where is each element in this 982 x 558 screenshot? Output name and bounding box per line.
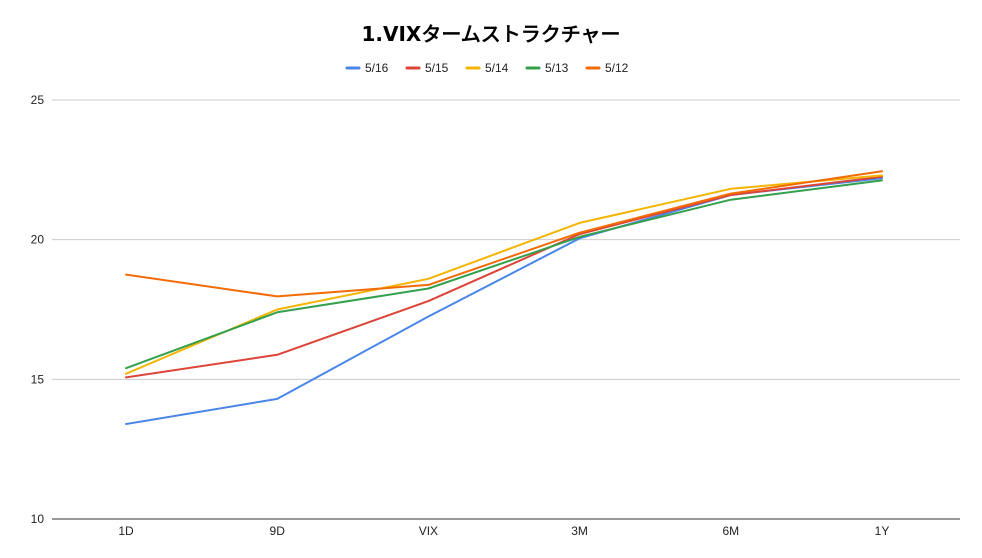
legend: 5/16 5/15 5/14 5/13 5/12 [345,61,629,75]
x-axis-ticks: 1D 9D VIX 3M 6M 1Y [118,524,889,538]
y-tick-label: 10 [31,512,45,526]
x-tick-label: 6M [722,524,739,538]
x-tick-label: 3M [571,524,588,538]
series-line [125,175,883,379]
x-tick-label: 1Y [875,524,890,538]
legend-label: 5/16 [365,61,389,75]
y-tick-label: 15 [31,372,45,386]
y-tick-label: 25 [31,93,45,107]
x-tick-label: VIX [419,524,438,538]
series-lines [125,170,883,425]
legend-label: 5/14 [485,61,509,75]
legend-label: 5/15 [425,61,449,75]
series-line [125,170,883,298]
series-line [125,179,883,370]
gridlines [52,99,960,520]
legend-label: 5/13 [545,61,569,75]
x-tick-label: 9D [270,524,286,538]
series-line [125,174,883,375]
series-line [125,177,883,425]
x-tick-label: 1D [118,524,134,538]
y-axis-ticks: 10 15 20 25 [31,93,45,526]
y-tick-label: 20 [31,233,45,247]
legend-label: 5/12 [605,61,629,75]
chart-title: 1.VIXタームストラクチャー [361,22,621,46]
